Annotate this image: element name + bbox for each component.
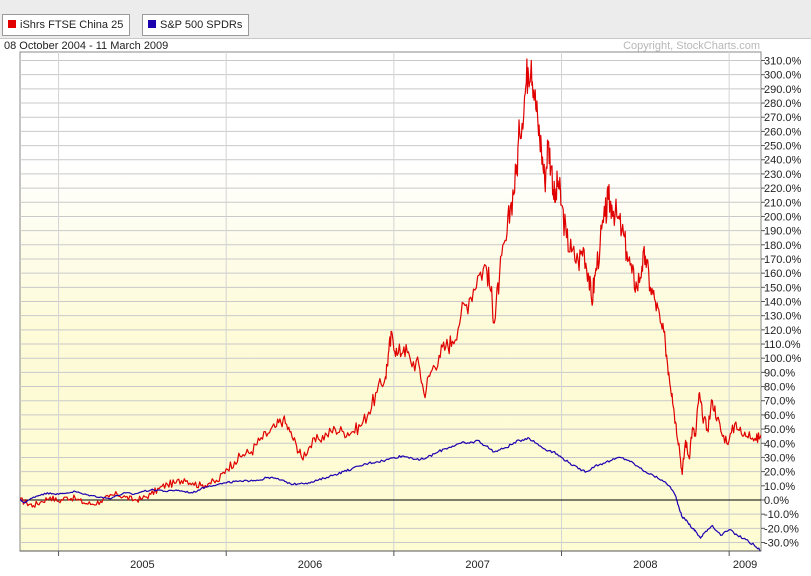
legend-bar: iShrs FTSE China 25 S&P 500 SPDRs <box>0 0 811 39</box>
x-grid-lines <box>58 52 730 551</box>
y-tick-label-23: 80.0% <box>764 382 795 394</box>
chart: 310.0% 300.0% 290.0% 280.0% 270.0% 260.0% 250.… <box>4 40 802 571</box>
y-tick-label-14: 170.0% <box>764 254 802 266</box>
series-line-china <box>20 58 761 508</box>
y-tick-label-30: 10.0% <box>764 481 795 493</box>
y-tick-label-10: 210.0% <box>764 197 802 209</box>
y-tick-label-33: -20.0% <box>764 523 799 535</box>
y-tick-label-17: 140.0% <box>764 297 802 309</box>
legend-label-spy: S&P 500 SPDRs <box>160 19 243 31</box>
y-tick-label-2: 290.0% <box>764 84 802 96</box>
y-tick-label-4: 270.0% <box>764 112 802 124</box>
legend-swatch-china <box>8 20 16 28</box>
x-tick-label-0: 2005 <box>130 559 154 571</box>
legend-label-china: iShrs FTSE China 25 <box>20 19 124 31</box>
y-tick-label-27: 40.0% <box>764 438 795 450</box>
x-tick-label-1: 2006 <box>298 559 322 571</box>
legend-item-spy[interactable]: S&P 500 SPDRs <box>142 14 250 36</box>
y-tick-label-19: 120.0% <box>764 325 802 337</box>
y-tick-label-29: 20.0% <box>764 467 795 479</box>
y-tick-label-22: 90.0% <box>764 367 795 379</box>
y-tick-label-34: -30.0% <box>764 537 799 549</box>
y-tick-label-26: 50.0% <box>764 424 795 436</box>
legend-swatch-spy <box>148 20 156 28</box>
y-tick-label-31: 0.0% <box>764 495 789 507</box>
y-tick-label-32: -10.0% <box>764 509 799 521</box>
series-line-spy <box>20 437 761 551</box>
y-tick-label-7: 240.0% <box>764 155 802 167</box>
date-range: 08 October 2004 - 11 March 2009 <box>4 40 168 52</box>
copyright: Copyright, StockCharts.com <box>623 40 760 52</box>
y-tick-label-3: 280.0% <box>764 98 802 110</box>
y-tick-label-25: 60.0% <box>764 410 795 422</box>
y-tick-label-12: 190.0% <box>764 226 802 238</box>
y-tick-label-21: 100.0% <box>764 353 802 365</box>
y-tick-label-0: 310.0% <box>764 56 802 68</box>
y-tick-label-16: 150.0% <box>764 282 802 294</box>
y-tick-label-28: 30.0% <box>764 452 795 464</box>
y-tick-label-15: 160.0% <box>764 268 802 280</box>
grid-lines <box>20 60 761 543</box>
y-tick-label-24: 70.0% <box>764 396 795 408</box>
y-tick-label-11: 200.0% <box>764 211 802 223</box>
y-tick-label-18: 130.0% <box>764 311 802 323</box>
y-tick-label-8: 230.0% <box>764 169 802 181</box>
y-tick-label-5: 260.0% <box>764 126 802 138</box>
y-tick-label-6: 250.0% <box>764 141 802 153</box>
y-tick-label-13: 180.0% <box>764 240 802 252</box>
legend-item-china[interactable]: iShrs FTSE China 25 <box>2 14 131 36</box>
y-tick-label-9: 220.0% <box>764 183 802 195</box>
y-tick-label-1: 300.0% <box>764 70 802 82</box>
x-tick-label-2: 2007 <box>465 559 489 571</box>
x-tick-label-3: 2008 <box>633 559 657 571</box>
y-tick-label-20: 110.0% <box>764 339 801 351</box>
x-tick-label-4: 2009 <box>733 559 757 571</box>
y-axis: 310.0% 300.0% 290.0% 280.0% 270.0% 260.0% 250.… <box>761 56 802 549</box>
x-axis: 2005 2006 2007 2008 2009 <box>20 550 761 571</box>
